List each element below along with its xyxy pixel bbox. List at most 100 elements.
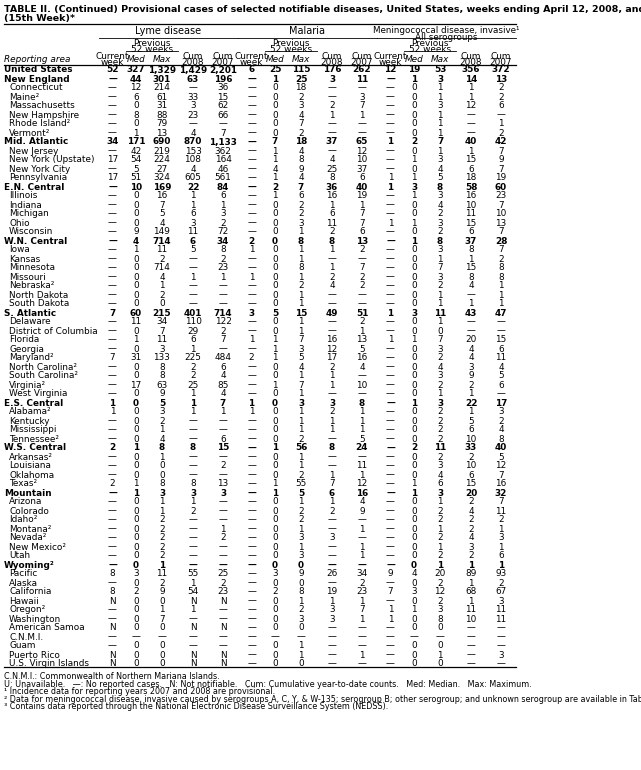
Text: —: — [158,632,167,641]
Text: 1: 1 [272,156,278,165]
Text: 215: 215 [153,309,171,317]
Text: —: — [108,200,117,209]
Text: 18: 18 [465,173,477,182]
Text: 0: 0 [272,227,278,236]
Text: 15: 15 [465,480,477,488]
Text: 0: 0 [411,326,417,336]
Text: Mid. Atlantic: Mid. Atlantic [4,138,68,146]
Text: —: — [386,497,395,507]
Text: Reporting area: Reporting area [4,55,71,64]
Text: —: — [386,651,395,659]
Text: 2: 2 [498,417,504,426]
Text: 6: 6 [437,480,443,488]
Text: 2: 2 [298,200,304,209]
Text: 1,329: 1,329 [148,65,176,75]
Text: 2: 2 [411,444,417,453]
Text: 3: 3 [220,488,226,497]
Text: 2: 2 [359,317,365,326]
Text: 40: 40 [465,138,477,146]
Text: 17: 17 [107,156,118,165]
Text: 11: 11 [156,336,168,344]
Text: 2: 2 [298,515,304,524]
Text: 6: 6 [468,426,474,434]
Text: 10: 10 [130,182,142,192]
Text: 0: 0 [272,497,278,507]
Text: 16: 16 [356,488,368,497]
Text: —: — [328,543,337,551]
Text: 3: 3 [298,219,304,227]
Text: 0: 0 [411,551,417,561]
Text: 0: 0 [272,659,278,668]
Text: —: — [247,219,256,227]
Text: 1: 1 [272,75,278,83]
Text: —: — [188,561,197,570]
Text: 1: 1 [437,83,443,92]
Text: —: — [497,111,506,119]
Text: —: — [108,515,117,524]
Text: 0: 0 [159,300,165,309]
Text: 1: 1 [272,380,278,390]
Text: 9: 9 [133,227,139,236]
Text: —: — [247,192,256,200]
Text: —: — [247,344,256,353]
Text: —: — [188,434,197,444]
Text: 3: 3 [298,344,304,353]
Text: 8: 8 [159,371,165,380]
Text: 62: 62 [217,102,229,111]
Text: —: — [219,561,228,570]
Text: —: — [328,659,337,668]
Text: South Carolina²: South Carolina² [9,371,78,380]
Text: 2: 2 [249,353,254,363]
Text: 72: 72 [217,227,229,236]
Text: Utah: Utah [9,551,30,561]
Text: 1: 1 [329,426,335,434]
Text: 2: 2 [248,236,254,246]
Text: 1: 1 [329,263,335,273]
Text: —: — [247,200,256,209]
Text: 3: 3 [298,399,304,407]
Text: 0: 0 [411,353,417,363]
Text: 8: 8 [437,236,443,246]
Text: 0: 0 [272,524,278,534]
Text: 1: 1 [190,497,196,507]
Text: 7: 7 [498,165,504,173]
Text: 3: 3 [190,219,196,227]
Text: 8: 8 [498,263,504,273]
Text: 2: 2 [498,92,504,102]
Text: 36: 36 [326,182,338,192]
Text: —: — [328,453,337,461]
Text: 1: 1 [159,561,165,570]
Text: 1: 1 [190,605,196,614]
Text: 0: 0 [411,380,417,390]
Text: —: — [247,119,256,129]
Text: 8: 8 [110,570,115,578]
Text: 1: 1 [468,255,474,263]
Text: 20: 20 [435,570,445,578]
Text: 362: 362 [215,146,231,156]
Text: 3: 3 [437,156,443,165]
Text: 0: 0 [272,119,278,129]
Text: 18: 18 [296,83,306,92]
Text: 1: 1 [298,273,304,282]
Text: 16: 16 [465,192,477,200]
Text: Florida: Florida [9,336,39,344]
Text: 1: 1 [190,344,196,353]
Text: Vermont²: Vermont² [9,129,51,138]
Text: Previous: Previous [272,39,310,48]
Text: —: — [188,417,197,426]
Text: —: — [108,219,117,227]
Text: 11: 11 [495,353,506,363]
Text: 0: 0 [272,470,278,480]
Text: 17: 17 [326,353,338,363]
Text: 301: 301 [153,75,171,83]
Text: 0: 0 [133,605,139,614]
Text: —: — [219,551,228,561]
Text: 5: 5 [498,453,504,461]
Text: —: — [247,651,256,659]
Text: 1: 1 [298,651,304,659]
Text: —: — [188,290,197,300]
Text: 12: 12 [356,480,368,488]
Text: —: — [386,363,395,371]
Text: 0: 0 [411,255,417,263]
Text: 1: 1 [298,461,304,470]
